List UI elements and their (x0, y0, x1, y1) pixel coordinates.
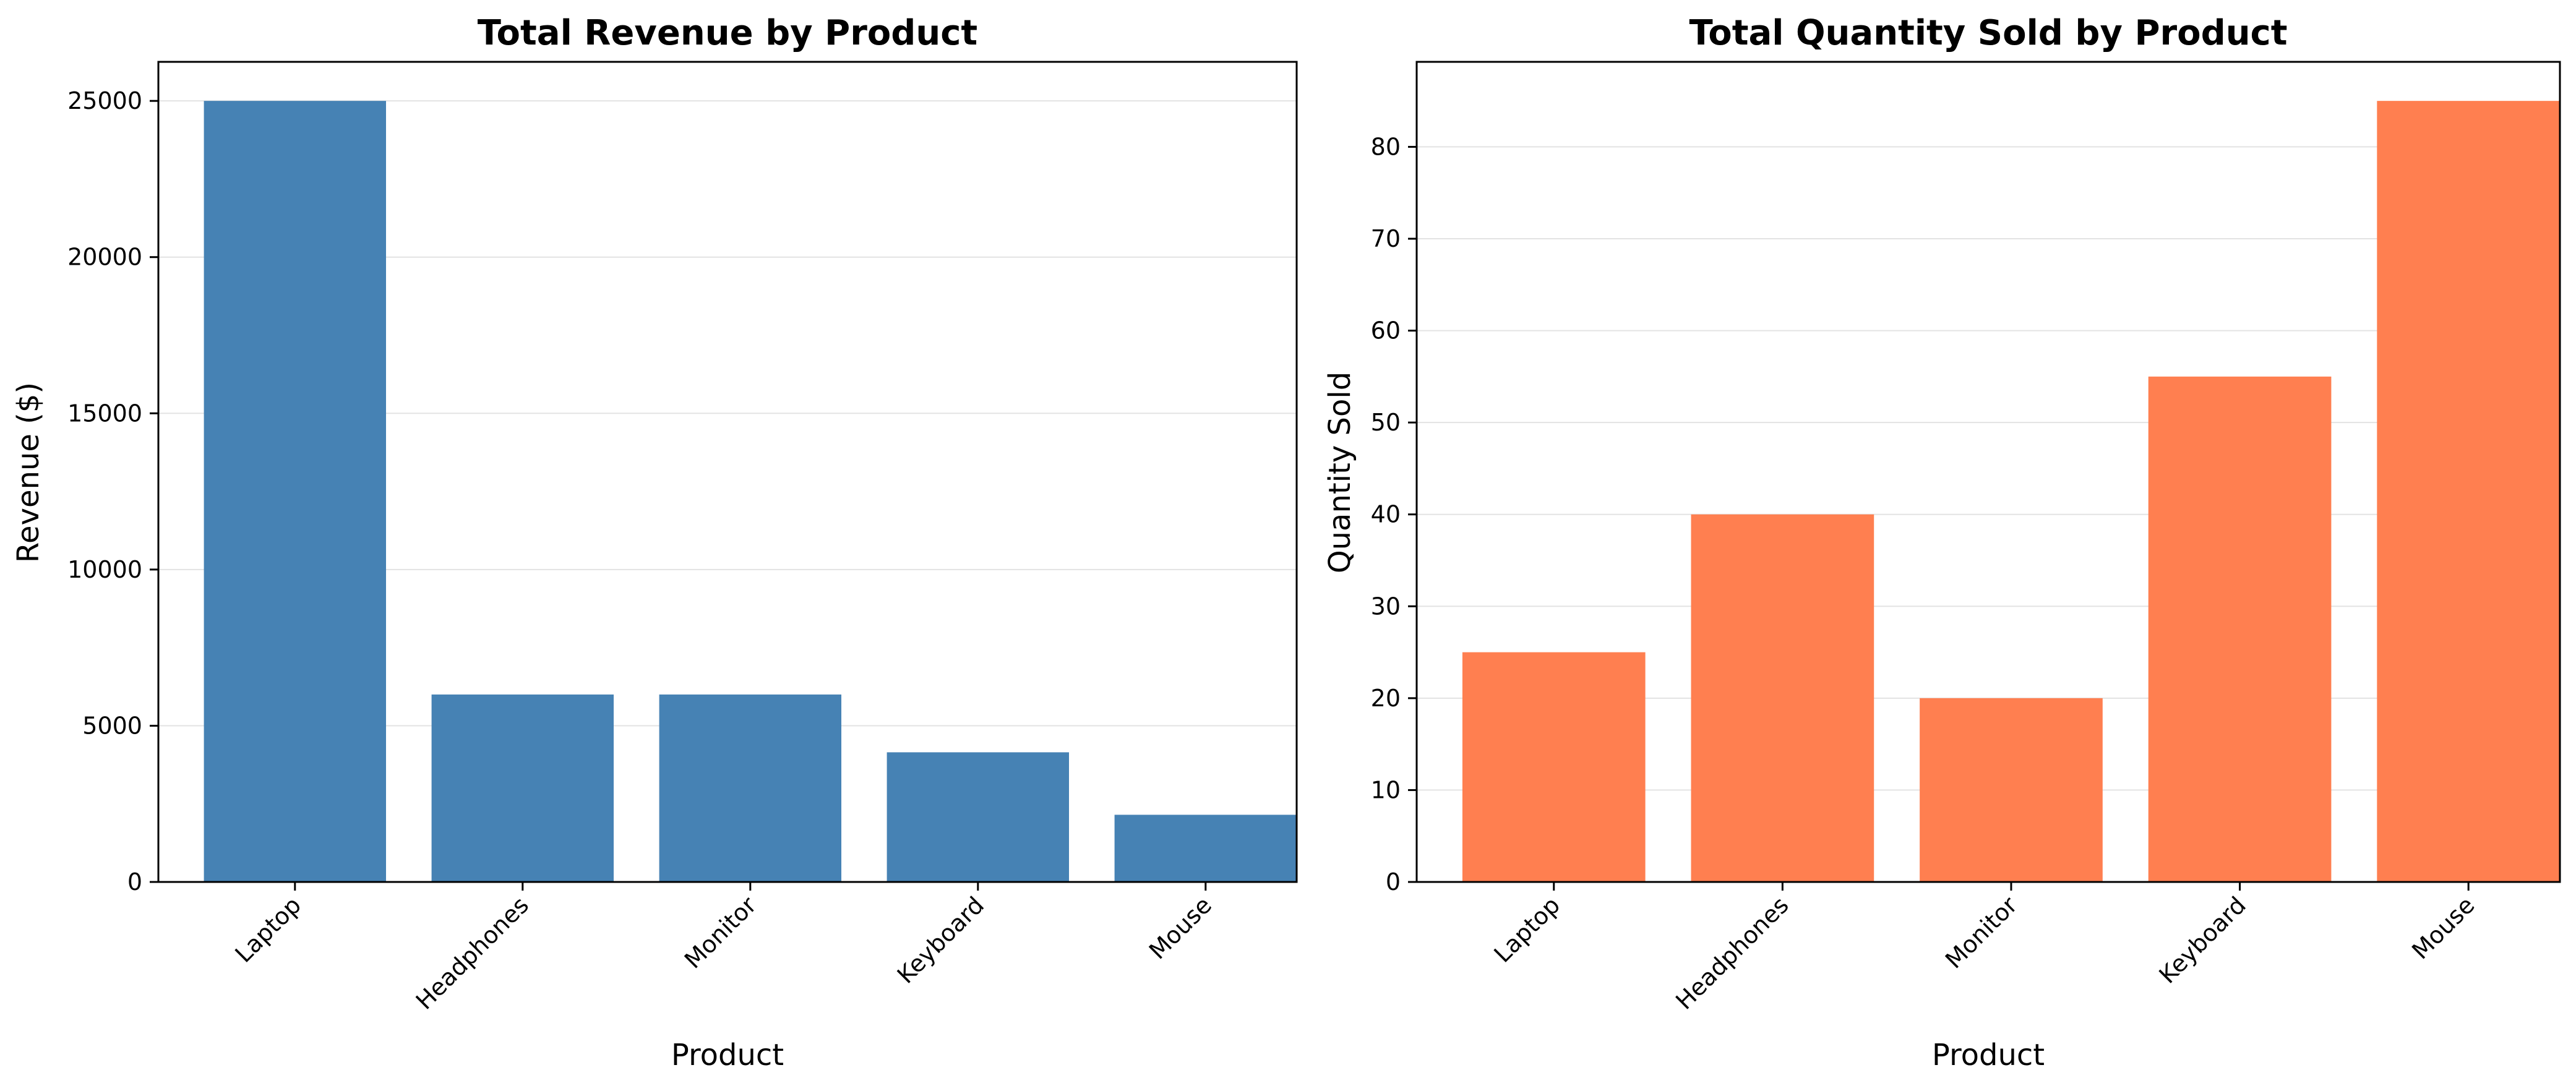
chart-title: Total Revenue by Product (478, 13, 977, 53)
y-tick-label: 10000 (67, 556, 142, 583)
plot-frame (1415, 61, 2561, 883)
y-axis-label: Quantity Sold (1323, 372, 1357, 573)
x-tick-label: Monitor (1940, 891, 2023, 974)
y-tick-label: 30 (1371, 593, 1401, 620)
y-tick-label: 0 (1386, 868, 1401, 896)
y-tick-label: 0 (127, 868, 142, 896)
bar (1691, 514, 1874, 882)
bar (204, 101, 386, 883)
bar (887, 752, 1069, 882)
x-tick-label: Laptop (230, 891, 307, 968)
y-tick-label: 15000 (67, 400, 142, 427)
x-tick-label: Keyboard (2153, 891, 2251, 988)
bar (431, 694, 614, 882)
revenue-chart: Total Revenue by Product Product Revenue… (11, 13, 1298, 1072)
bar (2377, 101, 2560, 883)
y-axis-label: Revenue ($) (11, 382, 46, 563)
y-tick-label: 80 (1371, 133, 1401, 160)
bar (1114, 815, 1297, 882)
x-axis-label: Product (671, 1038, 784, 1072)
x-axis-label: Product (1932, 1038, 2045, 1072)
x-tick-label: Monitor (679, 891, 762, 974)
plot-frame (157, 61, 1298, 883)
bar (1462, 652, 1646, 882)
chart-title: Total Quantity Sold by Product (1689, 13, 2287, 53)
y-tick-label: 70 (1371, 225, 1401, 252)
x-tick-label: Keyboard (892, 891, 989, 988)
y-tick-label: 10 (1371, 776, 1401, 803)
x-tick-label: Laptop (1488, 891, 1565, 968)
bar (2148, 376, 2332, 882)
y-tick-label: 25000 (67, 87, 142, 114)
x-tick-label: Headphones (1670, 891, 1793, 1014)
y-tick-label: 20 (1371, 685, 1401, 712)
y-tick-label: 60 (1371, 317, 1401, 344)
x-tick-label: Mouse (2406, 891, 2479, 964)
y-tick-label: 5000 (82, 712, 142, 739)
bar (1920, 698, 2103, 882)
x-tick-label: Mouse (1144, 891, 1217, 964)
quantity-chart: Total Quantity Sold by Product Product Q… (1323, 13, 2561, 1072)
y-tick-label: 50 (1371, 409, 1401, 436)
bar (659, 694, 841, 882)
x-tick-label: Headphones (411, 891, 534, 1014)
y-tick-label: 40 (1371, 501, 1401, 528)
y-tick-label: 20000 (67, 244, 142, 271)
